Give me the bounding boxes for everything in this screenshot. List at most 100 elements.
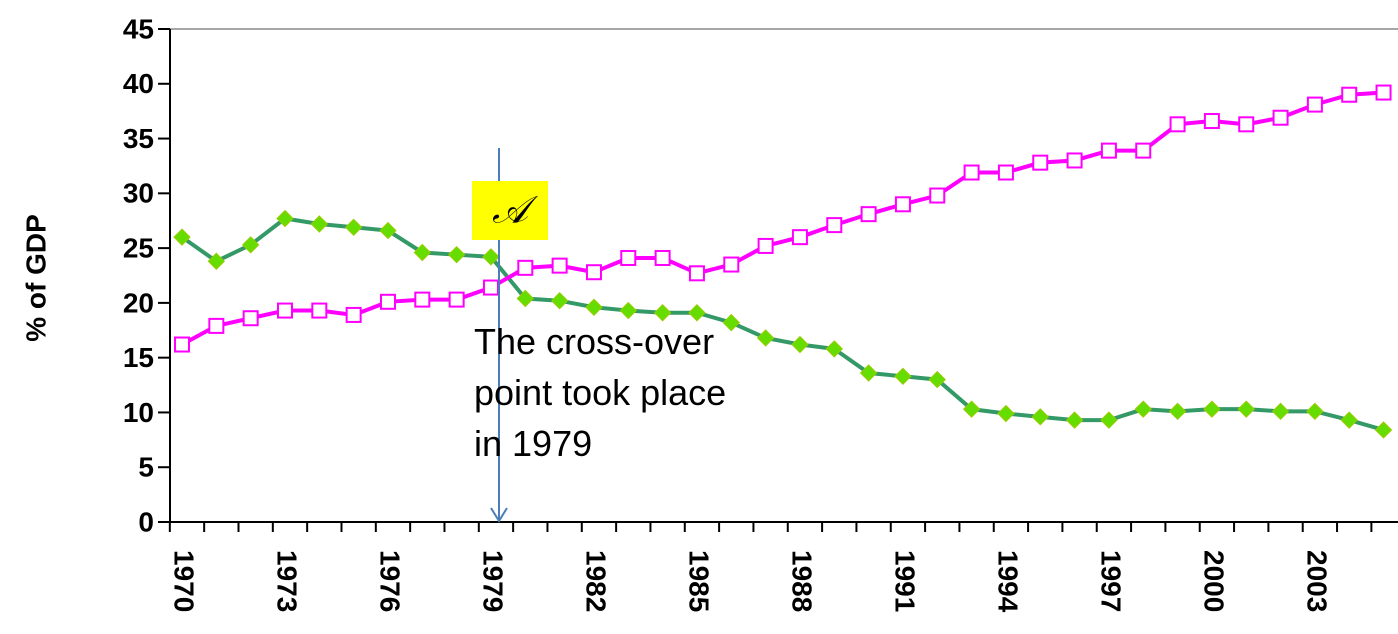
marker — [688, 304, 706, 322]
marker — [585, 298, 603, 316]
marker — [997, 164, 1014, 181]
marker — [414, 291, 431, 308]
y-tick-label: 20 — [123, 287, 154, 318]
x-tick-label: 1991 — [890, 550, 921, 612]
marker — [379, 293, 396, 310]
marker — [1169, 116, 1186, 133]
marker — [276, 209, 294, 228]
marker — [723, 256, 740, 273]
marker — [344, 218, 363, 237]
marker — [1100, 142, 1117, 159]
marker — [311, 302, 328, 319]
marker — [1100, 411, 1118, 429]
marker — [722, 313, 740, 332]
x-tick-label: 1979 — [478, 550, 509, 612]
marker — [653, 304, 672, 322]
marker — [1203, 400, 1221, 418]
marker — [1032, 154, 1049, 171]
marker — [345, 306, 362, 323]
marker — [894, 367, 912, 385]
marker — [516, 289, 535, 308]
marker — [1134, 400, 1152, 418]
x-tick-label: 1970 — [169, 550, 200, 612]
marker — [1306, 402, 1324, 421]
x-tick-label: 1997 — [1096, 550, 1127, 612]
marker — [1340, 411, 1358, 429]
marker — [928, 370, 946, 389]
annotation: in 1979 — [474, 423, 592, 464]
marker — [550, 291, 569, 310]
marker — [962, 400, 981, 418]
marker — [276, 302, 293, 319]
marker — [1306, 96, 1323, 113]
marker — [1135, 142, 1152, 159]
marker — [1375, 84, 1392, 101]
marker — [413, 243, 432, 262]
marker — [619, 301, 637, 320]
marker — [585, 264, 602, 281]
marker — [482, 248, 500, 266]
marker — [1237, 400, 1255, 418]
marker — [1271, 402, 1290, 421]
y-tick-label: 35 — [123, 123, 154, 154]
marker — [894, 196, 911, 213]
x-tick-label: 1985 — [684, 550, 715, 612]
marker — [1065, 411, 1084, 429]
marker — [310, 215, 329, 233]
marker — [859, 364, 878, 382]
marker — [756, 329, 775, 347]
marker — [1238, 116, 1255, 133]
x-tick-label: 1988 — [787, 550, 818, 612]
line — [180, 216, 1385, 432]
marker — [379, 221, 397, 240]
y-tick-label: 45 — [123, 13, 154, 44]
marker — [825, 340, 843, 358]
marker — [963, 164, 980, 181]
marker — [517, 259, 534, 276]
marker — [242, 310, 259, 327]
marker — [482, 279, 499, 296]
marker — [620, 249, 637, 266]
marker — [1341, 86, 1358, 103]
marker — [174, 336, 190, 353]
annotation: The cross-over — [474, 321, 714, 362]
marker — [654, 249, 671, 266]
marker — [1203, 113, 1220, 130]
marker — [1272, 109, 1289, 126]
y-tick-label: 10 — [123, 397, 154, 428]
marker — [826, 217, 843, 234]
marker — [551, 257, 568, 274]
annotation: point took place — [474, 372, 726, 413]
marker — [173, 228, 191, 246]
x-tick-label: 2003 — [1301, 550, 1332, 612]
marker — [1374, 421, 1393, 439]
marker — [448, 291, 465, 308]
marker — [241, 236, 260, 254]
marker — [208, 317, 225, 334]
marker — [929, 187, 946, 204]
marker — [1066, 152, 1083, 169]
y-tick-label: 15 — [123, 342, 154, 373]
marker — [860, 206, 877, 223]
x-tick-label: 1982 — [581, 550, 612, 612]
y-tick-label: 5 — [138, 452, 154, 483]
marker — [1031, 408, 1049, 426]
marker — [447, 245, 466, 264]
y-tick-label: 0 — [138, 506, 154, 537]
marker — [1168, 402, 1187, 421]
y-axis-label: % of GDP — [20, 214, 51, 342]
y-tick-label: 25 — [123, 233, 154, 264]
line — [181, 90, 1384, 347]
x-tick-label: 1976 — [375, 550, 406, 612]
x-tick-label: 1973 — [272, 550, 303, 612]
y-tick-label: 30 — [123, 178, 154, 209]
label-box — [472, 181, 548, 240]
x-tick-label: 2000 — [1199, 550, 1230, 612]
marker — [757, 237, 774, 254]
marker — [997, 404, 1015, 423]
x-tick-label: 1994 — [993, 550, 1024, 613]
marker — [791, 335, 809, 354]
arrow-head — [490, 507, 508, 523]
marker — [688, 265, 705, 282]
